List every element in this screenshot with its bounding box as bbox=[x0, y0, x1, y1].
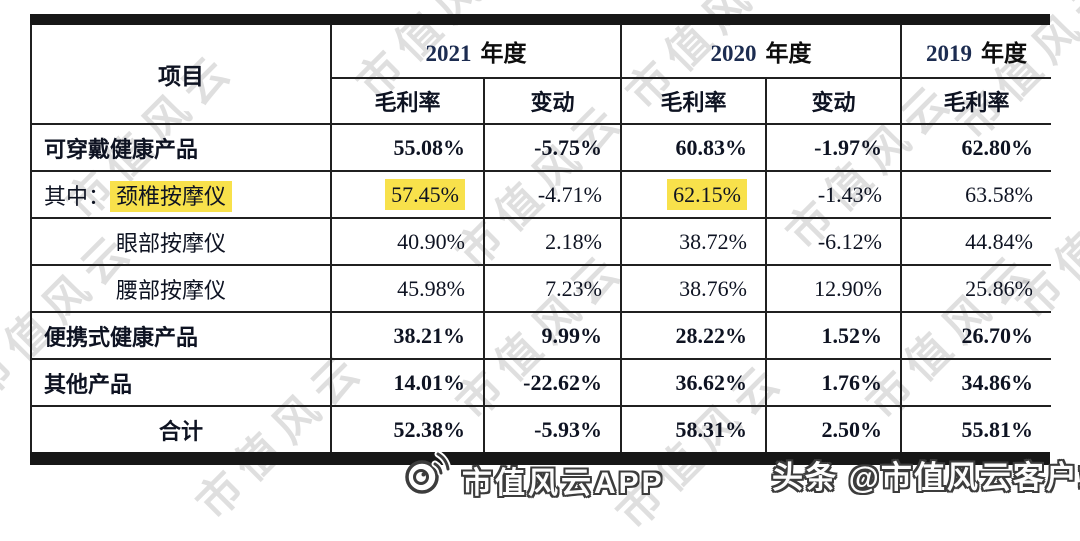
cell-value: 60.83% bbox=[620, 123, 767, 172]
cell-value: -5.75% bbox=[483, 123, 622, 172]
cell-value: 14.01% bbox=[330, 358, 485, 407]
table-row-neck-massager: 其中： 颈椎按摩仪 57.45% -4.71% 62.15% -1.43% 63.… bbox=[30, 170, 1051, 219]
row-label-total: 合计 bbox=[30, 405, 332, 452]
year-number: 2021 bbox=[425, 41, 472, 66]
cell-value: -5.93% bbox=[483, 405, 622, 452]
cell-value-highlighted: 57.45% bbox=[330, 170, 485, 219]
year-suffix: 年度 bbox=[981, 41, 1027, 66]
year-suffix: 年度 bbox=[480, 41, 527, 66]
year-number: 2020 bbox=[710, 41, 757, 66]
cell-value: 44.84% bbox=[900, 217, 1051, 266]
subheader-gross-margin-2019: 毛利率 bbox=[900, 77, 1051, 125]
cell-value: -1.43% bbox=[765, 170, 902, 219]
app-watermark-label: 市值风云APP bbox=[462, 467, 665, 500]
cell-value: 26.70% bbox=[900, 311, 1051, 360]
cell-value: 9.99% bbox=[483, 311, 622, 360]
subheader-change-2020: 变动 bbox=[765, 77, 902, 125]
weibo-eye-icon bbox=[405, 450, 452, 494]
header-row-metrics: 毛利率 变动 毛利率 变动 毛利率 bbox=[31, 77, 1051, 125]
row-label: 便携式健康产品 bbox=[30, 311, 332, 360]
row-label-highlighted: 颈椎按摩仪 bbox=[110, 180, 233, 212]
cell-value: 55.81% bbox=[900, 405, 1051, 452]
table-row-wearable: 可穿戴健康产品 55.08% -5.75% 60.83% -1.97% 62.8… bbox=[30, 123, 1051, 172]
row-label: 可穿戴健康产品 bbox=[30, 123, 332, 172]
year-suffix: 年度 bbox=[765, 41, 812, 66]
cell-value: 38.76% bbox=[620, 264, 767, 313]
cell-value: 1.76% bbox=[765, 358, 902, 407]
subheader-gross-margin-2021: 毛利率 bbox=[330, 77, 485, 125]
row-label: 腰部按摩仪 bbox=[30, 264, 332, 313]
gross-margin-table-container: 项目 2021 年度 2020 年度 2019 年度 毛利率 变动 毛利率 变动 毛利… bbox=[30, 14, 1051, 465]
cell-value: 12.90% bbox=[765, 264, 902, 313]
cell-value: 38.72% bbox=[620, 217, 767, 266]
table-row-other-products: 其他产品 14.01% -22.62% 36.62% 1.76% 34.86% bbox=[30, 358, 1051, 407]
column-header-item: 项目 bbox=[30, 25, 332, 125]
cell-value: 62.80% bbox=[900, 123, 1051, 172]
toutiao-account-label: 头条 @市值风云客户端 bbox=[772, 460, 1080, 495]
cell-value-highlighted: 62.15% bbox=[620, 170, 767, 219]
cell-value: 52.38% bbox=[330, 405, 485, 452]
cell-value: -4.71% bbox=[483, 170, 622, 219]
cell-value: 1.52% bbox=[765, 311, 902, 360]
column-header-2020: 2020 年度 bbox=[620, 25, 902, 79]
table-row-portable: 便携式健康产品 38.21% 9.99% 28.22% 1.52% 26.70% bbox=[30, 311, 1051, 360]
cell-value: 40.90% bbox=[330, 217, 485, 266]
table-top-border-bar bbox=[30, 14, 1050, 25]
gross-margin-table: 项目 2021 年度 2020 年度 2019 年度 毛利率 变动 毛利率 变动 毛利… bbox=[30, 25, 1051, 452]
row-label: 眼部按摩仪 bbox=[30, 217, 332, 266]
table-row-waist-massager: 腰部按摩仪 45.98% 7.23% 38.76% 12.90% 25.86% bbox=[30, 264, 1051, 313]
cell-value: 45.98% bbox=[330, 264, 485, 313]
row-label: 其他产品 bbox=[30, 358, 332, 407]
cell-value: 2.50% bbox=[765, 405, 902, 452]
year-number: 2019 bbox=[926, 41, 972, 66]
cell-value: 36.62% bbox=[620, 358, 767, 407]
header-row-years: 项目 2021 年度 2020 年度 2019 年度 bbox=[30, 25, 1051, 125]
cell-value: 38.21% bbox=[330, 311, 485, 360]
cell-value: 25.86% bbox=[900, 264, 1051, 313]
cell-value: 58.31% bbox=[620, 405, 767, 452]
row-label-prefix: 其中： bbox=[44, 183, 111, 209]
subheader-change-2021: 变动 bbox=[483, 77, 622, 125]
cell-value: 7.23% bbox=[483, 264, 622, 313]
table-bottom-border-bar bbox=[30, 452, 1050, 465]
column-header-2021: 2021 年度 bbox=[330, 25, 622, 79]
table-row-eye-massager: 眼部按摩仪 40.90% 2.18% 38.72% -6.12% 44.84% bbox=[30, 217, 1051, 266]
cell-value: 63.58% bbox=[900, 170, 1051, 219]
row-label: 其中： 颈椎按摩仪 bbox=[30, 170, 332, 219]
cell-value: -22.62% bbox=[483, 358, 622, 407]
cell-value: 28.22% bbox=[620, 311, 767, 360]
cell-value: -6.12% bbox=[765, 217, 902, 266]
table-row-total: 合计 52.38% -5.93% 58.31% 2.50% 55.81% bbox=[30, 405, 1051, 452]
cell-value: 2.18% bbox=[483, 217, 622, 266]
column-header-2019: 2019 年度 bbox=[900, 25, 1051, 79]
subheader-gross-margin-2020: 毛利率 bbox=[620, 77, 767, 125]
cell-value: -1.97% bbox=[765, 123, 902, 172]
cell-value: 34.86% bbox=[900, 358, 1051, 407]
cell-value: 55.08% bbox=[330, 123, 485, 172]
